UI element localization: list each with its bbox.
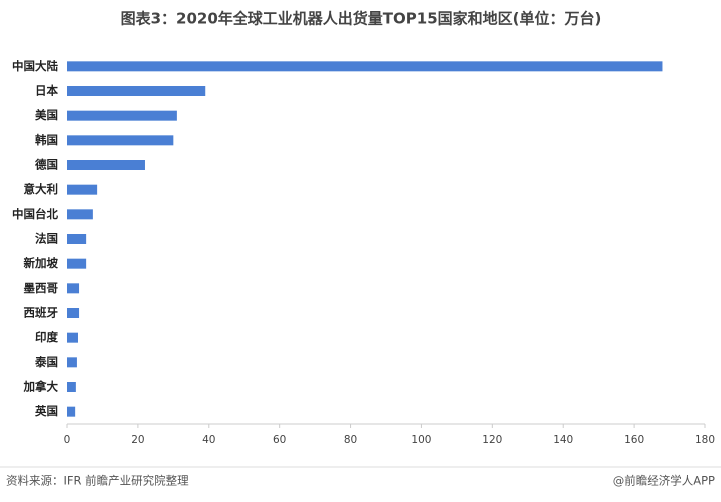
y-tick-label: 印度: [35, 330, 58, 344]
y-tick-label: 意大利: [24, 182, 59, 196]
bar: [67, 258, 87, 269]
bar: [67, 382, 76, 392]
y-tick-label: 泰国: [34, 355, 58, 369]
x-tick-label: 100: [411, 434, 431, 446]
bar: [67, 234, 87, 244]
bar: [67, 61, 663, 72]
y-tick-label: 墨西哥: [24, 281, 59, 295]
bar: [67, 86, 206, 96]
bar: [67, 283, 80, 294]
y-tick-label: 中国台北: [12, 207, 58, 221]
y-tick-label: 日本: [35, 84, 58, 98]
x-tick-label: 80: [344, 434, 357, 446]
credit: @前瞻经济学人APP: [613, 474, 715, 488]
bar: [67, 332, 78, 343]
x-tick-label: 120: [482, 434, 502, 446]
x-tick-label: 40: [202, 434, 215, 446]
y-tick-label: 中国大陆: [12, 59, 58, 73]
y-tick-label: 德国: [34, 158, 58, 172]
bar: [67, 184, 98, 195]
y-tick-label: 西班牙: [24, 306, 59, 320]
bar: [67, 406, 76, 417]
bar: [67, 135, 174, 146]
x-tick-label: 140: [553, 434, 573, 446]
bar: [67, 308, 80, 318]
x-tick-label: 0: [64, 434, 71, 446]
y-tick-label: 美国: [35, 108, 58, 122]
bar: [67, 110, 177, 121]
x-tick-label: 160: [624, 434, 644, 446]
x-tick-label: 20: [131, 434, 144, 446]
y-tick-label: 新加坡: [24, 256, 59, 270]
bar: [67, 357, 77, 368]
y-tick-label: 韩国: [35, 133, 58, 147]
bar: [67, 160, 145, 170]
y-tick-label: 加拿大: [23, 380, 59, 394]
source: 资料来源：IFR 前瞻产业研究院整理: [6, 474, 189, 488]
x-tick-label: 60: [273, 434, 286, 446]
y-tick-label: 法国: [35, 232, 58, 246]
bar: [67, 209, 93, 220]
x-tick-label: 180: [695, 434, 715, 446]
y-tick-label: 英国: [34, 404, 58, 418]
chart-title: 图表3：2020年全球工业机器人出货量TOP15国家和地区(单位：万台): [121, 10, 602, 28]
